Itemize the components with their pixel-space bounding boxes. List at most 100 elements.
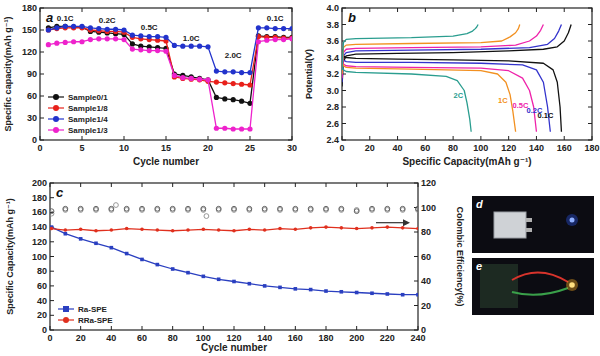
data-point	[202, 228, 206, 232]
x-tick	[387, 183, 388, 187]
data-point	[186, 228, 190, 232]
data-point	[309, 288, 313, 292]
y-tick	[588, 24, 592, 25]
y-tick-label: 2.8	[326, 102, 339, 112]
y-tick	[588, 74, 592, 75]
data-point	[79, 24, 84, 29]
tab	[526, 228, 532, 232]
photo-d: d	[472, 196, 594, 253]
y-tick	[50, 271, 54, 272]
series-line	[48, 39, 292, 129]
data-point	[189, 76, 194, 81]
photo-e: e	[472, 258, 594, 315]
y-tick	[588, 57, 592, 58]
x-tick	[508, 8, 509, 12]
y-tick-label: 2.4	[326, 135, 339, 145]
x-tick-label: 40	[393, 143, 403, 153]
x-tick-label: 25	[245, 143, 255, 153]
data-point	[105, 27, 110, 32]
wire	[512, 273, 568, 282]
y-axis-label: Specific Capacity(mAh g⁻¹)	[5, 198, 15, 314]
x-tick-label: 160	[288, 333, 303, 343]
y-tick	[50, 241, 54, 242]
data-point	[180, 44, 185, 49]
x-tick	[80, 326, 81, 330]
legend-label: RRa-SPE	[78, 316, 113, 325]
data-point	[88, 37, 93, 42]
data-point	[138, 33, 143, 38]
data-point	[170, 206, 175, 211]
x-tick	[536, 136, 537, 140]
x-tick	[166, 8, 167, 12]
x-tick	[82, 136, 83, 140]
x-tick	[369, 136, 370, 140]
data-point	[138, 47, 143, 52]
data-point	[50, 209, 54, 214]
x-tick	[292, 136, 293, 140]
data-point	[71, 24, 76, 29]
x-tick	[480, 136, 481, 140]
data-point	[273, 26, 278, 31]
data-point	[354, 209, 359, 214]
data-point	[71, 24, 76, 29]
legend: Sample0/1Sample1/8Sample1/4Sample1/3	[48, 93, 108, 135]
data-point	[147, 48, 152, 53]
data-point	[340, 226, 344, 230]
y-tick-label: 0	[32, 135, 37, 145]
y-tick-label: 180	[22, 3, 37, 13]
y2-tick	[414, 330, 418, 331]
data-point	[64, 228, 68, 232]
data-point	[278, 206, 283, 211]
y-tick	[342, 90, 346, 91]
data-point	[110, 228, 114, 232]
x-tick	[250, 136, 251, 140]
data-point	[416, 227, 418, 231]
x-tick	[40, 8, 41, 12]
data-point	[289, 26, 292, 31]
x-tick	[397, 8, 398, 12]
data-point	[88, 25, 93, 30]
x-tick	[203, 183, 204, 187]
y-tick	[288, 118, 292, 119]
data-point	[197, 77, 202, 82]
data-point	[113, 36, 118, 41]
y-tick	[50, 330, 54, 331]
data-point	[63, 24, 68, 29]
y-tick	[50, 197, 54, 198]
y-tick	[40, 74, 44, 75]
data-point	[386, 292, 390, 296]
data-point	[231, 126, 236, 131]
data-point	[222, 80, 227, 85]
y2-tick-label: 120	[421, 178, 436, 188]
data-point	[416, 206, 418, 211]
x-tick	[50, 326, 51, 330]
y-tick	[288, 8, 292, 9]
x-tick	[425, 8, 426, 12]
data-point	[79, 24, 84, 29]
y-tick-label: 180	[32, 193, 47, 203]
x-tick	[453, 136, 454, 140]
data-point	[147, 34, 152, 39]
data-point	[130, 33, 135, 38]
y-tick-label: 3.4	[326, 53, 339, 63]
panel-c: 0204060801001201401601802002202400204060…	[5, 178, 465, 353]
wire	[512, 288, 568, 295]
data-point	[94, 229, 98, 233]
y-tick	[588, 90, 592, 91]
legend-marker	[63, 306, 69, 312]
data-point	[140, 258, 144, 262]
data-point	[256, 25, 261, 30]
x-axis-label: Cycle number	[201, 342, 267, 353]
x-axis-label: Cycle number	[133, 156, 199, 167]
x-tick-label: 10	[119, 143, 129, 153]
y-tick-label: 80	[37, 266, 47, 276]
x-tick-label: 0	[47, 333, 52, 343]
data-point	[222, 126, 227, 131]
panel-letter: b	[348, 10, 356, 25]
data-point	[232, 229, 236, 233]
y-tick	[40, 30, 44, 31]
legend-label: Sample1/4	[68, 115, 108, 124]
data-point	[294, 287, 298, 291]
panel-a: 0510152025300306090120150180Cycle number…	[3, 3, 297, 167]
y-tick	[50, 256, 54, 257]
